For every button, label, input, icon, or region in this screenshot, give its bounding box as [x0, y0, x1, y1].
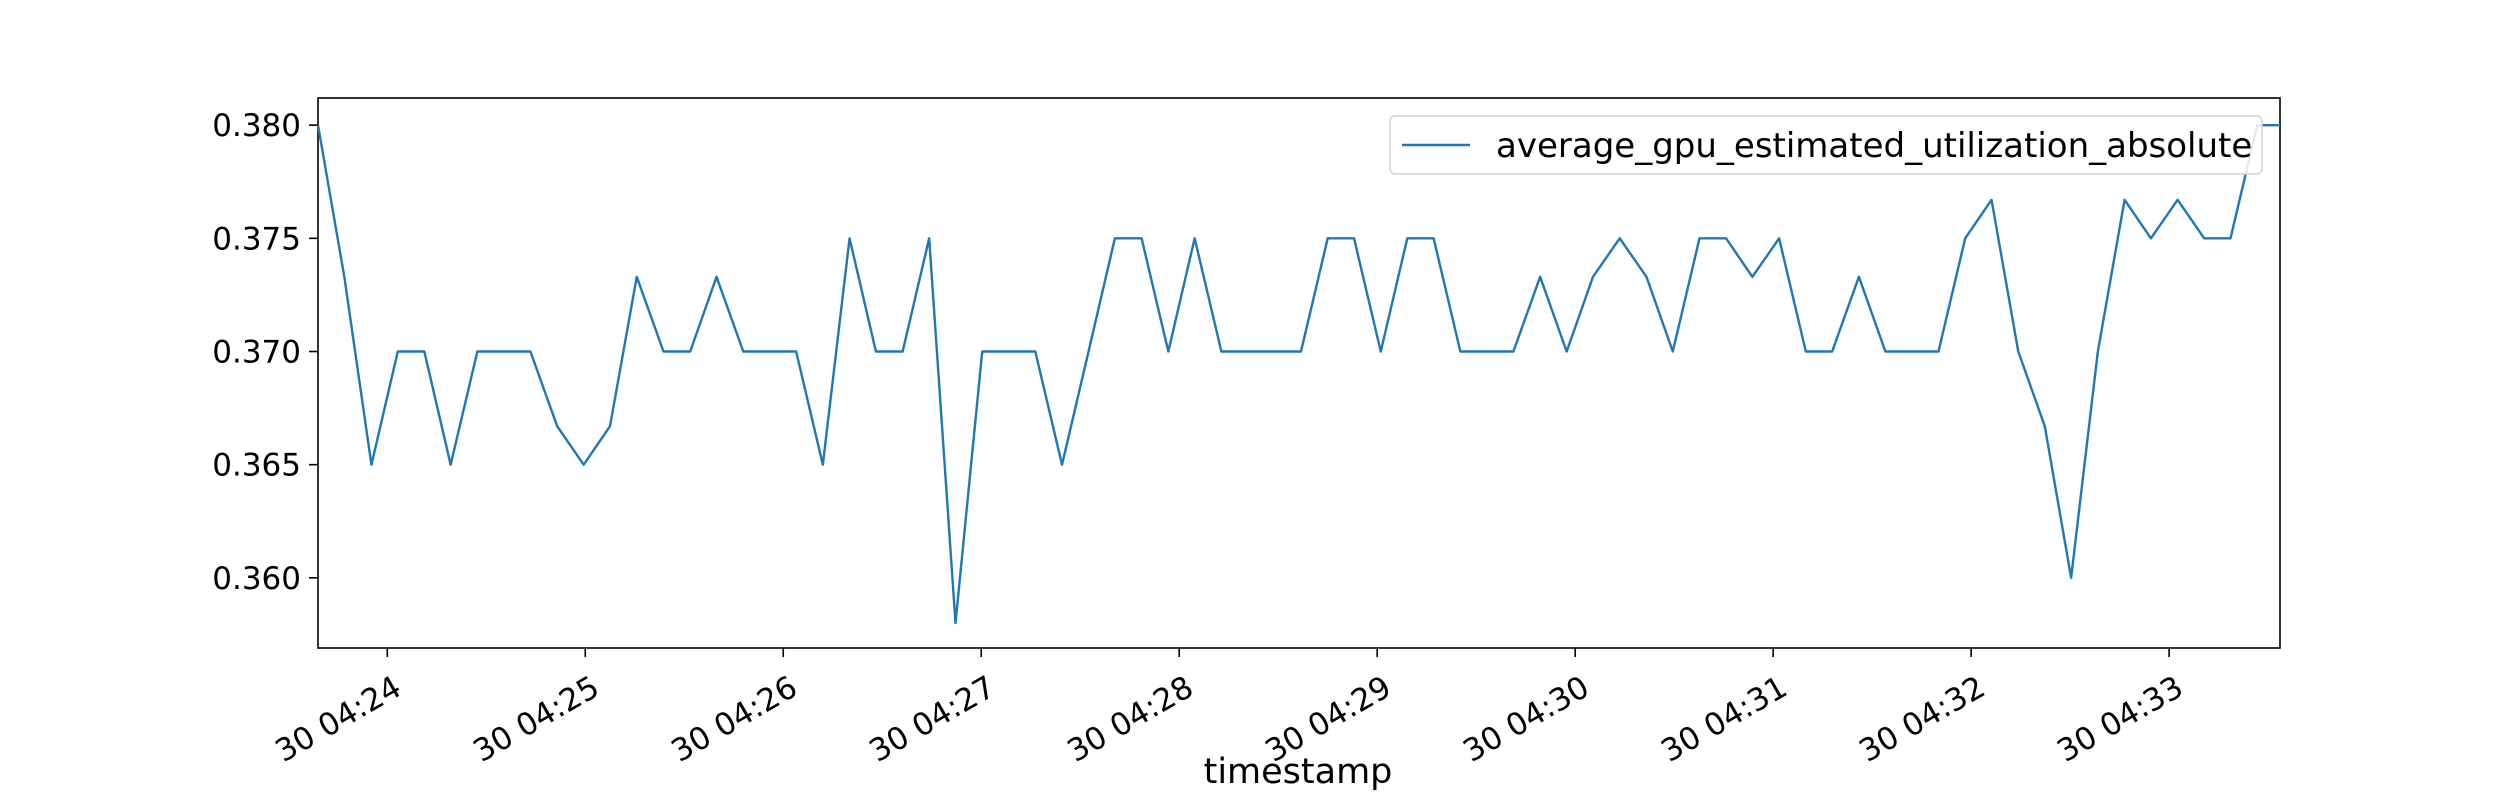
x-tick-label: 30 04:27 — [863, 669, 1001, 769]
x-tick-label: 30 04:25 — [467, 669, 605, 769]
y-tick-label: 0.375 — [212, 221, 301, 257]
series-layer — [316, 123, 2280, 625]
y-tick-label: 0.365 — [212, 448, 301, 484]
y-tick-label: 0.360 — [212, 561, 301, 597]
x-tick-label: 30 04:33 — [2051, 669, 2189, 769]
y-tick-label: 0.380 — [212, 108, 301, 144]
y-tick-label: 0.370 — [212, 334, 301, 370]
x-tick-label: 30 04:26 — [665, 669, 803, 769]
x-tick-label: 30 04:24 — [269, 669, 407, 769]
legend-label: average_gpu_estimated_utilization_absolu… — [1496, 126, 2252, 166]
x-tick-label: 30 04:31 — [1655, 669, 1793, 769]
x-tick-label: 30 04:28 — [1061, 669, 1199, 769]
legend-box — [1389, 115, 2263, 175]
plot-area — [317, 97, 2281, 649]
series-line — [316, 123, 2280, 625]
y-axis: 0.360 0.365 0.370 0.375 0.380 — [212, 108, 318, 597]
plot-frame — [317, 97, 2281, 649]
x-axis-title: timestamp — [1204, 752, 1393, 792]
legend: average_gpu_estimated_utilization_absolu… — [1389, 115, 2263, 175]
x-tick-label: 30 04:32 — [1853, 669, 1991, 769]
x-tick-label: 30 04:30 — [1457, 669, 1595, 769]
